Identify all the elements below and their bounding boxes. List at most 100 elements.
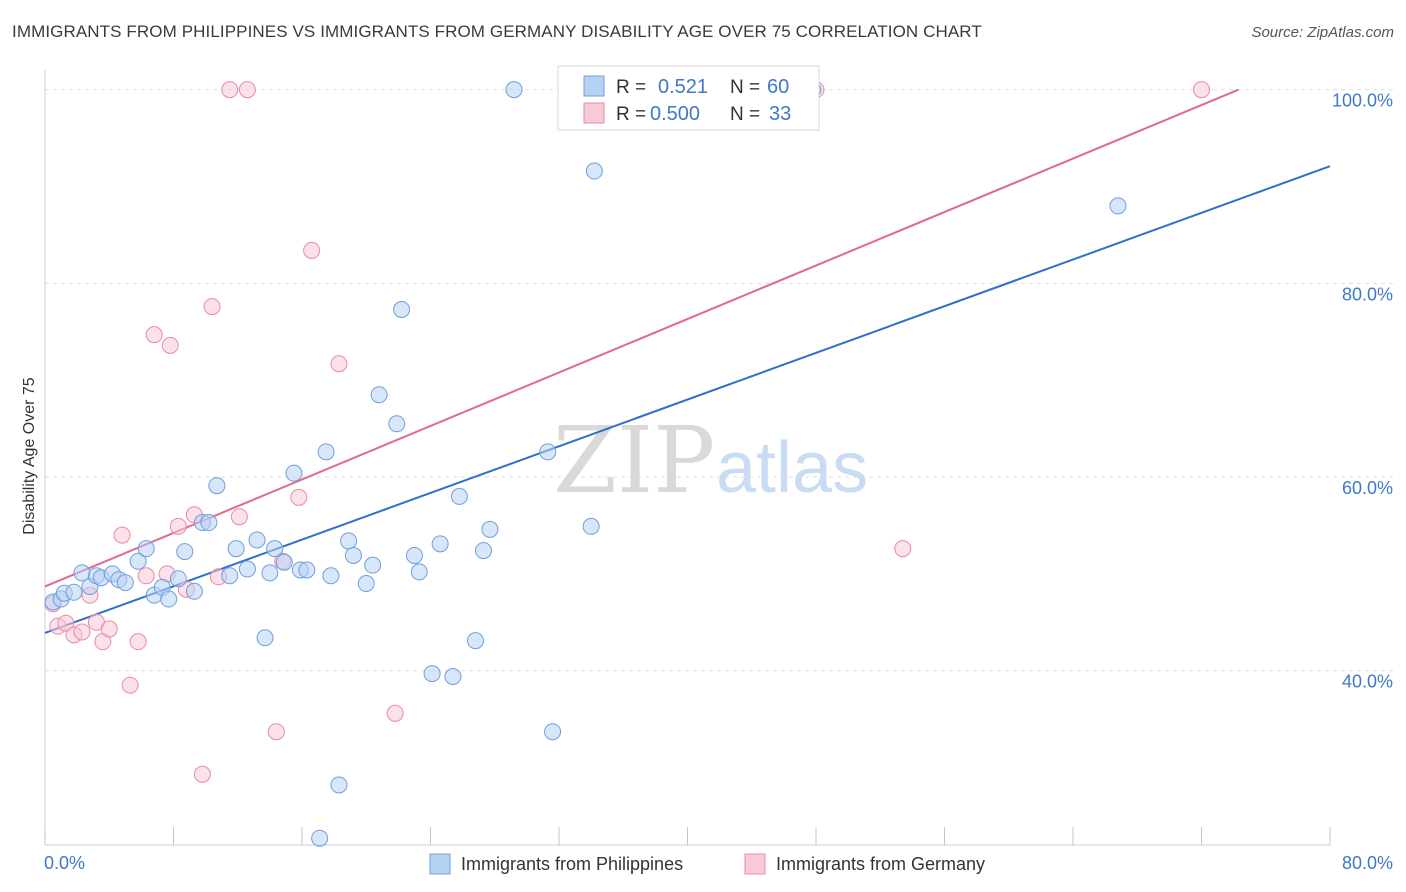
point-philippines-36	[330, 776, 348, 794]
bottom-legend-label-germany: Immigrants from Germany	[776, 854, 985, 874]
trend-line-philippines	[44, 165, 1331, 634]
point-philippines-17	[176, 543, 194, 561]
point-philippines-55	[544, 723, 562, 741]
legend-r-value-germany: 0.500	[650, 103, 700, 125]
point-philippines-10	[116, 574, 134, 592]
legend-n-value-germany: 33	[769, 103, 791, 125]
point-germany-19	[193, 765, 211, 783]
point-philippines-41	[370, 386, 388, 404]
point-philippines-30	[285, 464, 303, 482]
series-philippines-points	[44, 81, 1127, 847]
point-germany-28	[303, 241, 321, 259]
point-philippines-35	[322, 567, 340, 585]
point-philippines-20	[200, 514, 218, 532]
point-germany-33	[1193, 81, 1210, 99]
x-tick-label-0: 0.0%	[44, 853, 85, 873]
point-philippines-18	[185, 582, 203, 600]
point-germany-23	[230, 508, 248, 526]
point-philippines-27	[261, 564, 279, 582]
point-germany-16	[169, 517, 187, 535]
point-philippines-3	[65, 583, 83, 601]
y-tick-label-1: 60.0%	[1342, 478, 1393, 498]
y-tick-label-2: 80.0%	[1342, 284, 1393, 304]
point-philippines-44	[405, 546, 423, 564]
point-philippines-48	[444, 668, 462, 686]
point-philippines-43	[393, 301, 411, 318]
bottom-legend-swatch-germany	[744, 853, 766, 875]
point-philippines-33	[311, 829, 329, 847]
point-philippines-46	[423, 665, 441, 683]
point-philippines-28	[266, 540, 284, 558]
point-philippines-54	[539, 443, 557, 461]
point-philippines-29	[275, 553, 293, 571]
y-tick-label-3: 100.0%	[1332, 91, 1393, 111]
point-philippines-57	[585, 162, 603, 180]
bottom-legend: Immigrants from Philippines Immigrants f…	[429, 853, 985, 875]
point-philippines-16	[169, 570, 187, 588]
point-philippines-15	[160, 590, 178, 608]
legend: R = 0.521 N = 60 R = 0.500 N = 33	[557, 65, 820, 131]
point-germany-25	[267, 723, 285, 741]
point-germany-8	[100, 620, 118, 638]
legend-n-value-philippines: 60	[767, 76, 789, 98]
point-philippines-24	[238, 560, 256, 578]
bottom-legend-label-philippines: Immigrants from Philippines	[461, 854, 683, 874]
point-philippines-42	[388, 415, 406, 433]
legend-swatch-philippines	[583, 75, 605, 97]
legend-r-value-philippines: 0.521	[658, 76, 708, 98]
point-philippines-59	[1109, 197, 1127, 215]
point-germany-2	[57, 614, 75, 632]
point-germany-10	[121, 676, 139, 694]
x-tick-label-1: 80.0%	[1342, 853, 1393, 873]
tick-labels: 40.0% 60.0% 80.0% 100.0% 0.0% 80.0%	[44, 91, 1393, 873]
legend-r-label-philippines: R =	[616, 77, 646, 98]
source-credit: Source: ZipAtlas.com	[1251, 24, 1394, 41]
watermark-atlas: atlas	[716, 428, 868, 508]
legend-n-label-germany: N =	[730, 104, 760, 125]
point-philippines-26	[256, 629, 274, 647]
point-philippines-25	[248, 531, 266, 549]
watermark: ZIP atlas	[553, 407, 868, 514]
point-germany-24	[238, 81, 256, 99]
point-germany-15	[161, 336, 179, 354]
point-germany-20	[203, 298, 221, 316]
trend-lines	[44, 88, 1331, 634]
point-germany-22	[221, 81, 239, 99]
point-philippines-40	[364, 556, 382, 574]
legend-swatch-germany	[583, 102, 605, 124]
point-philippines-11	[129, 552, 147, 570]
point-germany-27	[290, 488, 308, 506]
point-philippines-50	[466, 632, 484, 650]
bottom-legend-swatch-philippines	[429, 853, 451, 875]
point-germany-11	[129, 633, 147, 651]
point-philippines-37	[340, 532, 358, 550]
watermark-zip: ZIP	[553, 407, 715, 514]
point-philippines-47	[431, 535, 449, 553]
point-philippines-34	[317, 443, 335, 461]
point-germany-9	[113, 526, 131, 544]
point-germany-4	[73, 623, 91, 641]
point-philippines-52	[481, 520, 499, 538]
legend-r-label-germany: R =	[616, 104, 646, 125]
point-philippines-39	[357, 575, 375, 593]
point-philippines-12	[137, 540, 155, 558]
point-philippines-49	[450, 487, 468, 505]
y-tick-label-0: 40.0%	[1342, 672, 1393, 692]
grid-lines	[45, 89, 1395, 672]
trend-line-germany	[44, 88, 1239, 588]
point-germany-29	[330, 355, 348, 373]
axes	[44, 70, 1331, 846]
point-philippines-23	[227, 540, 245, 558]
y-axis-label: Disability Age Over 75	[21, 377, 38, 535]
point-germany-32	[894, 540, 912, 558]
point-germany-30	[386, 704, 404, 722]
point-germany-13	[145, 326, 163, 344]
point-philippines-32	[298, 561, 316, 579]
point-philippines-51	[475, 542, 493, 560]
point-philippines-22	[221, 567, 239, 585]
point-philippines-38	[344, 546, 362, 564]
point-philippines-53	[505, 81, 523, 99]
chart-title: IMMIGRANTS FROM PHILIPPINES VS IMMIGRANT…	[12, 22, 982, 41]
legend-n-label-philippines: N =	[730, 77, 760, 98]
